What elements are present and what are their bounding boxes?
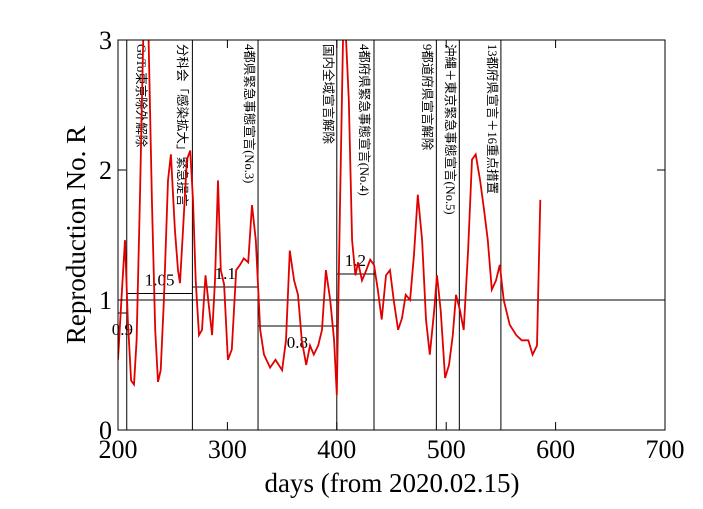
plot-area xyxy=(118,40,542,395)
y-tick-label: 0 xyxy=(99,416,112,445)
y-axis-label: Reproduction No. R xyxy=(61,126,91,344)
event-annotation: 国内全域宣言解除 xyxy=(321,44,336,145)
event-annotation: 4都府県緊急事態宣言(No.4) xyxy=(357,44,372,196)
event-annotation: 13都府県宣言＋16重点措置 xyxy=(485,44,500,194)
x-tick-label: 600 xyxy=(536,435,575,464)
x-tick-label: 500 xyxy=(427,435,466,464)
event-annotation: 9都道府県宣言解除 xyxy=(420,44,435,151)
y-tick-label: 1 xyxy=(99,286,112,315)
event-annotation: 分科会「感染拡大」緊急提言 xyxy=(175,44,190,207)
x-tick-label: 700 xyxy=(646,435,685,464)
plot-frame xyxy=(117,39,666,431)
event-annotation: 4都県緊急事態宣言(No.3) xyxy=(242,44,257,183)
y-tick-label: 2 xyxy=(99,156,112,185)
x-tick-label: 200 xyxy=(99,435,138,464)
x-tick-label: 300 xyxy=(208,435,247,464)
x-axis-label: days (from 2020.02.15) xyxy=(265,468,520,498)
period-average-label: 0.8 xyxy=(287,333,308,352)
period-average-label: 1.05 xyxy=(145,271,175,290)
period-average-label: 1.2 xyxy=(345,251,366,270)
x-tick-label: 400 xyxy=(317,435,356,464)
data-line xyxy=(118,40,542,395)
y-tick-label: 3 xyxy=(99,26,112,55)
period-average-label: 1.1 xyxy=(215,264,236,283)
event-annotation: 沖縄＋東京緊急事態宣言(No.5) xyxy=(443,44,458,214)
period-average-label: 0.9 xyxy=(112,320,133,339)
